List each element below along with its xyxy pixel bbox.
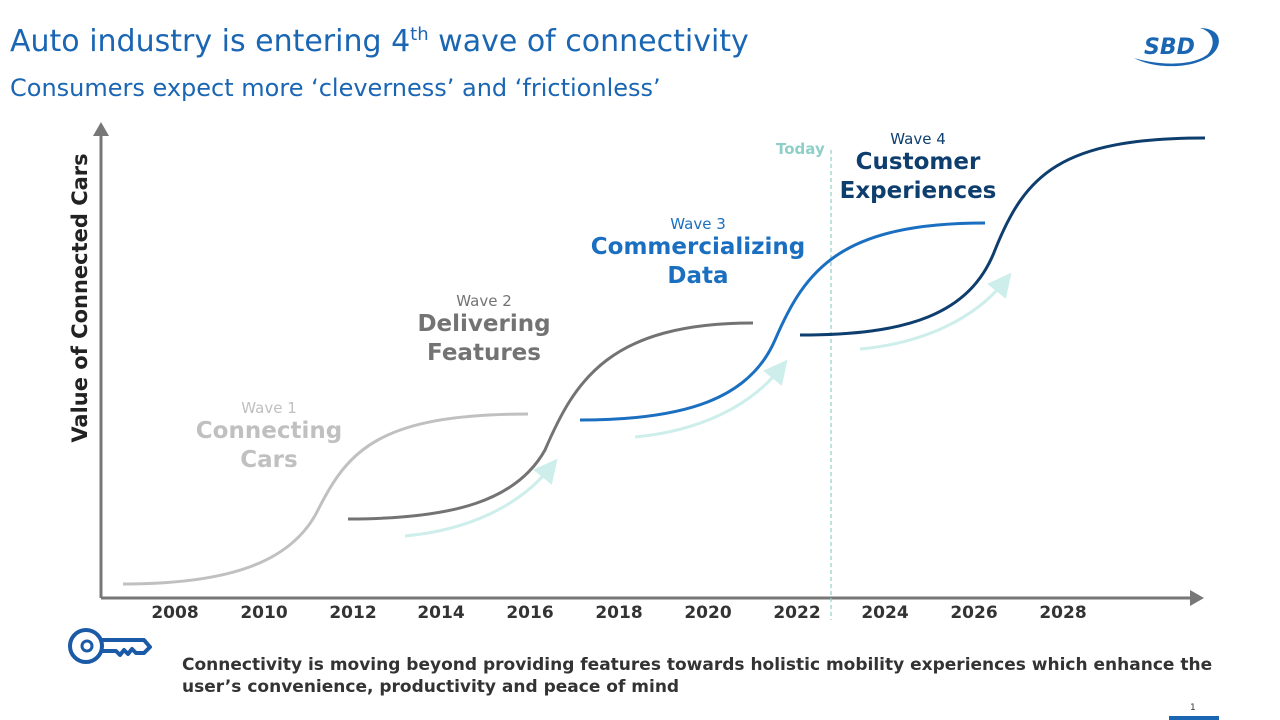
wave-2-curve — [347, 321, 754, 521]
wave-title: Customer — [855, 149, 981, 175]
wave-title: Features — [427, 340, 541, 366]
footer-statement: Connectivity is moving beyond providing … — [182, 655, 1213, 697]
wave-title: Connecting — [195, 418, 343, 444]
title-superscript: th — [410, 24, 429, 45]
wave-title: Delivering — [417, 311, 551, 337]
x-tick-label: 2016 — [506, 603, 554, 623]
wave-number: Wave 2 — [456, 292, 512, 310]
x-tick-label: 2012 — [329, 603, 377, 623]
growth-arrow-3 — [859, 272, 1012, 351]
wave-1-curve — [122, 412, 529, 586]
wave-3-label: Wave 3 Commercializing Data — [591, 215, 805, 291]
y-axis-label: Value of Connected Cars — [68, 153, 92, 443]
wave-2-label: Wave 2 Delivering Features — [417, 292, 550, 368]
wave-1-label: Wave 1 Connecting Cars — [196, 399, 342, 475]
wave-4-label: Wave 4 Customer Experiences — [840, 130, 997, 206]
x-tick-label: 2014 — [417, 603, 465, 623]
wave-title: Experiences — [839, 178, 997, 204]
wave-4-curve — [799, 136, 1206, 337]
today-label: Today — [776, 140, 825, 158]
slide-subtitle: Consumers expect more ‘cleverness’ and ‘… — [10, 74, 661, 102]
y-axis-arrowhead — [93, 122, 109, 136]
x-tick-label: 2018 — [595, 603, 643, 623]
x-tick-label: 2022 — [773, 603, 821, 623]
x-tick-label: 2028 — [1039, 603, 1087, 623]
wave-title: Cars — [240, 447, 298, 473]
x-tick-label: 2024 — [861, 603, 909, 623]
sbd-logo: SBD — [1134, 28, 1219, 67]
wave-title: Commercializing — [590, 234, 806, 260]
slide-title: Auto industry is entering 4th wave of co… — [10, 24, 749, 59]
wave-number: Wave 4 — [890, 130, 946, 148]
x-tick-label: 2026 — [950, 603, 998, 623]
title-text: Auto industry is entering 4 — [10, 24, 411, 59]
x-tick-label: 2020 — [684, 603, 732, 623]
wave-3-curve — [579, 221, 986, 422]
title-text-end: wave of connectivity — [428, 24, 749, 59]
growth-arrow-2 — [634, 359, 788, 439]
x-tick-label: 2010 — [240, 603, 288, 623]
x-axis-arrowhead — [1190, 590, 1204, 606]
x-tick-label: 2008 — [151, 603, 199, 623]
key-icon — [68, 628, 152, 664]
wave-title: Data — [667, 263, 729, 289]
page-bar — [1169, 716, 1219, 720]
logo-text: SBD — [1144, 35, 1195, 60]
growth-arrow-1 — [404, 458, 558, 538]
wave-number: Wave 1 — [241, 399, 297, 417]
page-number: 1 — [1190, 703, 1196, 713]
wave-number: Wave 3 — [670, 215, 726, 233]
logo-swoosh — [1134, 28, 1219, 67]
